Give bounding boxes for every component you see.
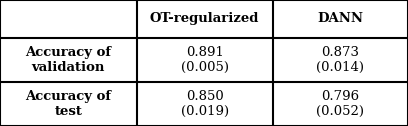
Text: 0.796
(0.052): 0.796 (0.052) (316, 90, 364, 118)
Text: Accuracy of
test: Accuracy of test (25, 90, 111, 118)
Text: OT-regularized: OT-regularized (150, 12, 259, 25)
Text: 0.873
(0.014): 0.873 (0.014) (316, 46, 364, 74)
Text: Accuracy of
validation: Accuracy of validation (25, 46, 111, 74)
Text: DANN: DANN (317, 12, 363, 25)
Text: 0.850
(0.019): 0.850 (0.019) (181, 90, 228, 118)
Text: 0.891
(0.005): 0.891 (0.005) (181, 46, 228, 74)
